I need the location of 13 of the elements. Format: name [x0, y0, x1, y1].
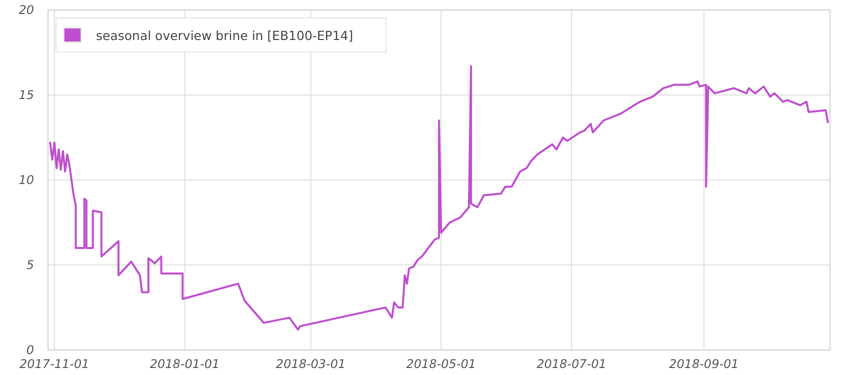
y-tick-label: 5	[26, 258, 34, 272]
x-tick-label: 2018-07-01	[536, 357, 606, 371]
x-tick-label: 2018-03-01	[276, 357, 346, 371]
line-series	[49, 65, 829, 331]
legend-label: seasonal overview brine in [EB100-EP14]	[96, 28, 354, 43]
x-tick-label: 2017-11-01	[20, 357, 90, 371]
y-tick-label: 15	[18, 88, 34, 102]
x-tick-label: 2018-05-01	[406, 357, 476, 371]
x-tick-label: 2018-01-01	[150, 357, 220, 371]
y-tick-label: 20	[18, 3, 34, 17]
x-tick-label: 2018-09-01	[669, 357, 739, 371]
y-tick-label: 0	[26, 343, 34, 357]
y-tick-label: 10	[18, 173, 34, 187]
